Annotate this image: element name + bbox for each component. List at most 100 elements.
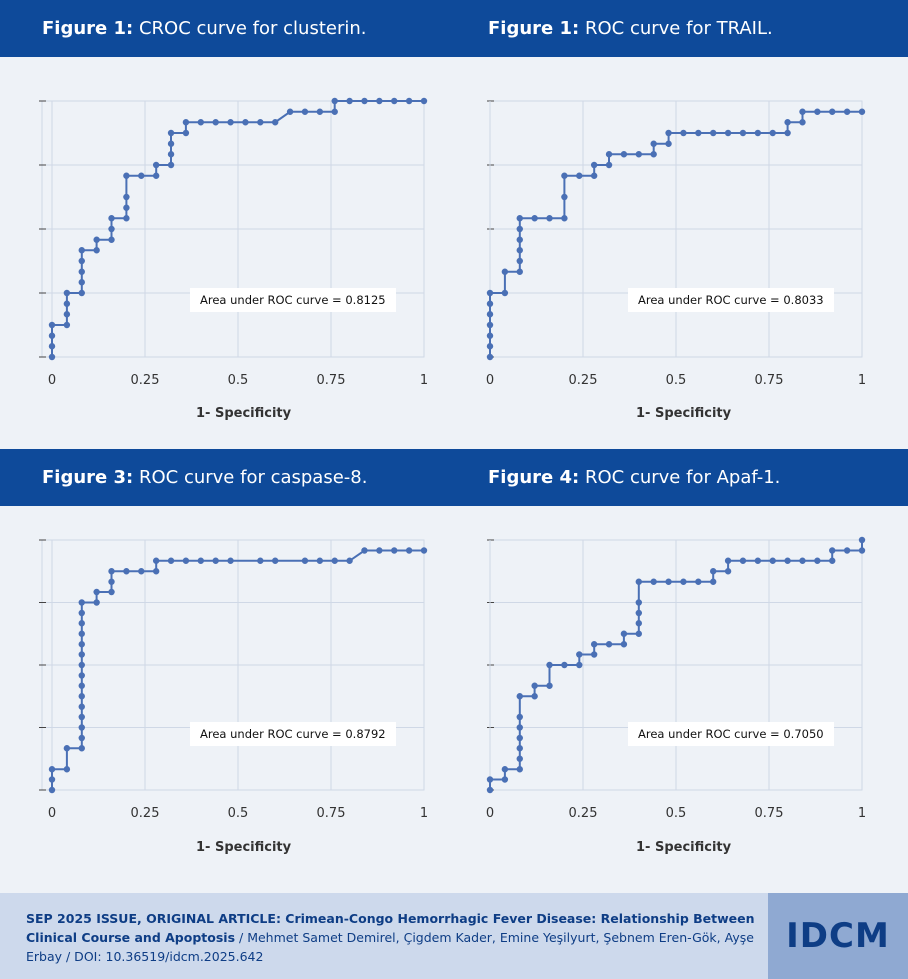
roc-data-point <box>680 129 687 137</box>
roc-data-point <box>590 641 598 648</box>
roc-data-point <box>546 682 553 689</box>
roc-data-point <box>152 172 160 179</box>
roc-data-point <box>620 630 628 637</box>
roc-data-point <box>784 557 791 564</box>
roc-data-point <box>63 321 71 329</box>
roc-data-point <box>272 557 279 564</box>
roc-data-point <box>78 289 85 297</box>
roc-data-point <box>858 547 866 554</box>
roc-data-point <box>546 661 553 669</box>
roc-data-point <box>257 557 264 564</box>
roc-data-point <box>182 119 190 126</box>
roc-data-point <box>108 225 115 233</box>
roc-data-point <box>78 268 85 275</box>
issue-and-title: SEP 2025 ISSUE, ORIGINAL ARTICLE: Crimea… <box>26 911 755 945</box>
x-axis-label: 1- Specificity <box>196 406 292 421</box>
x-tick-label: 0.75 <box>755 806 784 821</box>
x-tick-label: 0.5 <box>666 373 687 388</box>
roc-data-point <box>486 776 494 783</box>
roc-data-point <box>78 693 85 700</box>
roc-data-point <box>516 755 523 762</box>
figure-1-title: Figure 1: CROC curve for clusterin. <box>42 0 367 57</box>
roc-chart-caspase-8: 0 0.25 0.5 0.75 1 <box>39 539 428 821</box>
roc-data-point <box>665 140 672 147</box>
x-tick-label: 0 <box>48 806 56 821</box>
roc-data-point <box>739 129 747 137</box>
roc-data-point <box>316 108 324 115</box>
figure-3-label: Figure 3: <box>42 467 134 488</box>
roc-data-point <box>590 172 598 179</box>
roc-data-point <box>78 599 85 606</box>
roc-data-point <box>531 682 538 689</box>
figure-2-title: Figure 1: ROC curve for TRAIL. <box>488 0 773 57</box>
figure-1-label: Figure 1: <box>42 18 134 39</box>
roc-data-point <box>138 172 145 179</box>
roc-data-point <box>48 766 56 773</box>
roc-data-point <box>167 129 175 137</box>
roc-data-point <box>167 151 175 158</box>
roc-data-point <box>665 578 672 585</box>
roc-data-point <box>516 225 523 233</box>
roc-data-point <box>123 568 130 575</box>
roc-data-point <box>48 332 56 339</box>
roc-data-point <box>486 343 494 350</box>
roc-data-point <box>486 353 494 361</box>
roc-data-point <box>152 568 160 575</box>
roc-data-point <box>650 140 657 147</box>
figure-3-title: Figure 3: ROC curve for caspase-8. <box>42 449 367 506</box>
roc-data-point <box>829 108 836 115</box>
roc-data-point <box>695 129 702 137</box>
roc-data-point <box>405 97 413 105</box>
roc-data-point <box>710 568 717 575</box>
roc-data-point <box>784 129 791 137</box>
roc-data-point <box>78 703 85 710</box>
roc-data-point <box>561 215 568 222</box>
roc-data-point <box>501 766 509 773</box>
auc-annotation: Area under ROC curve = 0.8033 <box>628 288 834 312</box>
roc-data-point <box>93 588 100 596</box>
auc-annotation: Area under ROC curve = 0.7050 <box>628 722 834 746</box>
roc-data-point <box>635 151 642 158</box>
roc-data-point <box>814 108 821 115</box>
roc-data-point <box>858 108 866 115</box>
roc-data-point <box>301 108 309 115</box>
roc-data-point <box>754 557 762 564</box>
roc-data-point <box>78 641 85 648</box>
roc-data-point <box>242 119 249 126</box>
figure-2-label: Figure 1: <box>488 18 580 39</box>
roc-data-point <box>605 641 613 648</box>
roc-data-point <box>516 745 523 752</box>
roc-data-point <box>620 641 628 648</box>
roc-data-point <box>635 620 642 627</box>
roc-data-point <box>561 172 568 179</box>
roc-data-point <box>48 776 56 783</box>
x-tick-label: 0.5 <box>228 373 249 388</box>
roc-data-point <box>391 97 398 105</box>
x-axis-label: 1- Specificity <box>196 840 292 855</box>
roc-data-point <box>650 578 657 585</box>
roc-data-point <box>561 193 568 201</box>
roc-data-point <box>78 630 85 637</box>
roc-data-point <box>665 129 672 137</box>
roc-data-point <box>724 557 732 564</box>
roc-data-point <box>331 97 338 105</box>
roc-data-point <box>167 140 175 147</box>
figure-4-caption: ROC curve for Apaf-1. <box>584 467 781 488</box>
roc-data-point <box>361 97 368 105</box>
roc-data-point <box>420 547 428 554</box>
roc-data-point <box>516 713 523 721</box>
roc-data-point <box>78 724 85 731</box>
roc-data-point <box>78 257 85 265</box>
roc-data-point <box>182 129 190 137</box>
roc-data-point <box>78 609 85 617</box>
roc-data-point <box>516 236 523 243</box>
roc-data-point <box>346 97 353 105</box>
roc-data-point <box>123 193 130 201</box>
journal-logo: IDCM <box>768 893 908 979</box>
roc-data-point <box>152 557 160 564</box>
roc-data-point <box>486 289 494 297</box>
roc-data-point <box>63 300 71 307</box>
roc-data-point <box>48 353 56 361</box>
roc-data-point <box>272 119 279 126</box>
roc-data-point <box>257 119 264 126</box>
